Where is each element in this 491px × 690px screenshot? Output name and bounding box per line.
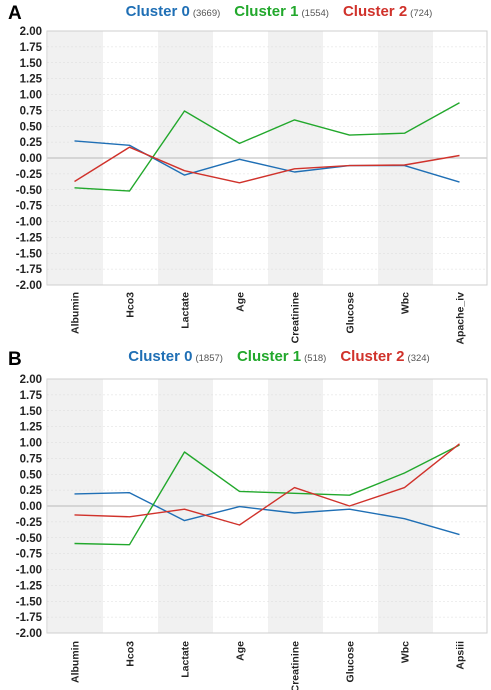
x-tick-label: Glucose	[345, 292, 357, 334]
x-tick-label: Lactate	[180, 292, 192, 329]
panel-label: A	[8, 3, 22, 24]
legend-series-name: Cluster 0	[126, 3, 190, 20]
x-tick-label: Apache_iv	[455, 292, 467, 345]
y-tick-label: 0.50	[20, 469, 42, 481]
series-line	[74, 146, 460, 184]
x-tick-label: Hco3	[125, 292, 137, 318]
series-line	[74, 492, 460, 536]
legend-item: Cluster 1 (1554)	[234, 3, 329, 20]
legend-item: Cluster 0 (3669)	[126, 3, 221, 20]
y-tick-label: 1.75	[20, 42, 43, 54]
y-tick-label: -1.25	[16, 580, 43, 592]
y-tick-label: 1.50	[20, 406, 42, 418]
y-tick-label: 1.25	[20, 74, 43, 86]
y-tick-label: -0.75	[16, 549, 43, 561]
y-tick-label: -0.75	[16, 201, 43, 213]
x-tick-label: Creatinine	[290, 641, 302, 690]
y-tick-label: 1.50	[20, 58, 42, 70]
y-tick-label: 0.50	[20, 121, 42, 133]
y-tick-label: -1.25	[16, 232, 43, 244]
legend-series-count: (3669)	[193, 8, 220, 19]
legend-item: Cluster 1 (518)	[237, 348, 326, 365]
legend-series-count: (1554)	[302, 8, 329, 19]
plot-frame	[46, 30, 488, 286]
legend-series-name: Cluster 1	[237, 348, 301, 365]
series-line	[74, 102, 460, 192]
x-tick-label: Age	[235, 292, 247, 312]
x-tick-label: Wbc	[400, 641, 412, 663]
y-tick-label: 0.25	[20, 137, 43, 149]
chart-panel-a: A Cluster 0 (3669) Cluster 1 (1554) Cluster 2…	[8, 3, 488, 345]
y-tick-label: 1.00	[20, 438, 42, 450]
legend-series-count: (324)	[408, 353, 430, 364]
panel-label: B	[8, 349, 22, 370]
x-tick-label: Glucose	[345, 641, 357, 683]
y-tick-label: 0.00	[20, 153, 42, 165]
legend: Cluster 0 (3669) Cluster 1 (1554) Cluster 2(…	[126, 3, 433, 20]
y-tick-label: 0.75	[20, 453, 43, 465]
legend-series-name: Cluster 0	[128, 348, 192, 365]
x-tick-label: Wbc	[400, 292, 412, 314]
legend: Cluster 0 (1857) Cluster 1 (518) Cluster 2 (3…	[128, 348, 429, 365]
legend-series-name: Cluster 2	[343, 3, 407, 20]
y-tick-label: 1.75	[20, 390, 43, 402]
legend-series-count: (1857)	[195, 353, 222, 364]
y-tick-label: 2.00	[20, 374, 42, 386]
x-tick-label: Creatinine	[290, 292, 302, 344]
y-tick-label: -2.00	[16, 628, 42, 640]
y-tick-label: -1.00	[16, 217, 42, 229]
legend-series-name: Cluster 2	[340, 348, 404, 365]
legend-item: Cluster 2 (724)	[343, 3, 432, 20]
y-tick-label: -0.50	[16, 185, 42, 197]
y-tick-label: -1.50	[16, 248, 42, 260]
y-tick-label: -0.25	[16, 517, 43, 529]
legend-item: Cluster 0 (1857)	[128, 348, 223, 365]
legend-series-name: Cluster 1	[234, 3, 298, 20]
x-tick-label: Age	[235, 641, 247, 661]
y-tick-label: -1.00	[16, 565, 42, 577]
legend-series-count: (518)	[304, 353, 326, 364]
x-tick-label: Apsiii	[455, 641, 467, 670]
y-tick-label: -0.50	[16, 533, 42, 545]
y-tick-label: -1.75	[16, 612, 43, 624]
plot-frame	[46, 378, 488, 634]
y-tick-label: 1.00	[20, 90, 42, 102]
y-tick-label: -0.25	[16, 169, 43, 181]
y-tick-label: -2.00	[16, 280, 42, 292]
x-tick-label: Hco3	[125, 641, 137, 667]
x-tick-label: Lactate	[180, 641, 192, 678]
x-tick-label: Albumin	[70, 641, 82, 683]
x-tick-label: Albumin	[70, 292, 82, 334]
series-line	[74, 443, 460, 526]
y-tick-label: 2.00	[20, 26, 42, 38]
legend-series-count: (724)	[410, 8, 432, 19]
series-line	[74, 444, 460, 546]
y-tick-label: 1.25	[20, 422, 43, 434]
legend-item: Cluster 2 (324)	[340, 348, 429, 365]
y-tick-label: 0.25	[20, 485, 43, 497]
y-tick-label: 0.00	[20, 501, 42, 513]
y-tick-label: 0.75	[20, 105, 43, 117]
y-tick-label: -1.75	[16, 264, 43, 276]
y-tick-label: -1.50	[16, 596, 42, 608]
chart-panel-b: B Cluster 0 (1857) Cluster 1 (518) Cluster 2 (…	[8, 348, 488, 690]
